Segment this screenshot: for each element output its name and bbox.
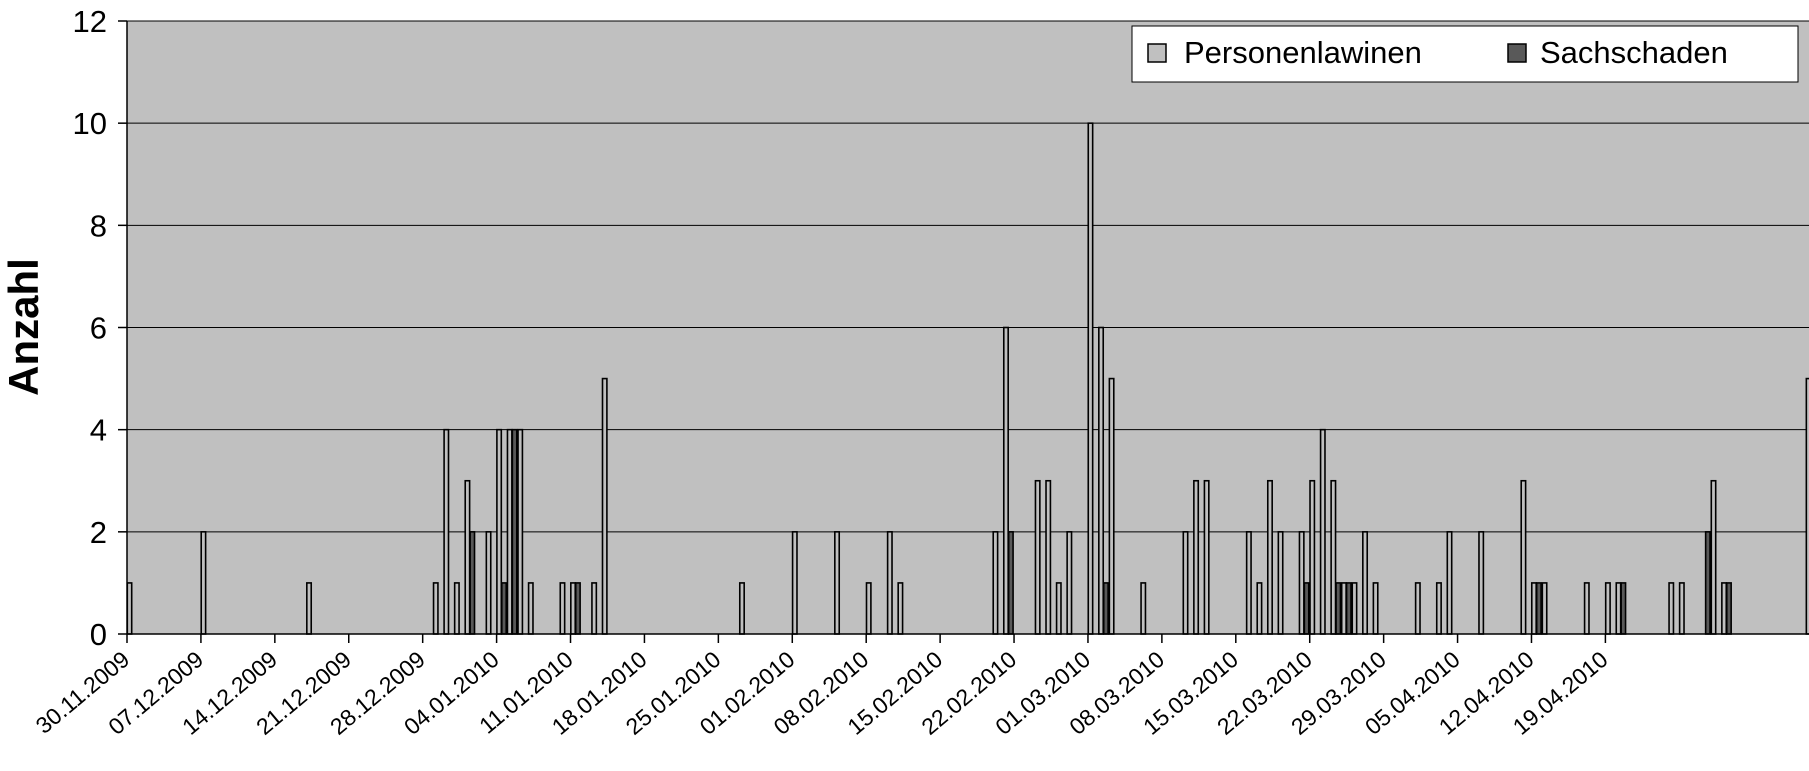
bar-personenlawinen <box>1193 479 1200 635</box>
bar-personenlawinen <box>1182 531 1189 635</box>
bar-personenlawinen <box>1277 531 1284 635</box>
bar-personenlawinen <box>1256 582 1263 635</box>
bar-personenlawinen <box>1140 582 1147 635</box>
bar-personenlawinen <box>601 377 608 635</box>
legend: Personenlawinen Sachschaden <box>1131 25 1799 83</box>
bars <box>126 122 1809 635</box>
bar-personenlawinen <box>1615 582 1622 635</box>
bar-sachschaden <box>1704 531 1711 635</box>
y-tick-label: 8 <box>90 208 107 243</box>
y-tick-label: 10 <box>73 106 107 141</box>
bar-personenlawinen <box>464 479 471 635</box>
bar-personenlawinen <box>517 428 524 635</box>
bar-personenlawinen <box>1710 479 1717 635</box>
bar-personenlawinen <box>1298 531 1305 635</box>
y-tick-label: 6 <box>90 311 107 346</box>
bar-personenlawinen <box>1108 377 1115 635</box>
bar-sachschaden <box>1535 582 1542 635</box>
bar-personenlawinen <box>1034 479 1041 635</box>
bar-personenlawinen <box>1583 582 1590 635</box>
bar-personenlawinen <box>306 582 313 635</box>
bar-personenlawinen <box>1520 479 1527 635</box>
y-tick-label: 4 <box>90 413 107 448</box>
gridlines <box>127 20 1809 533</box>
y-tick-label: 0 <box>90 617 107 652</box>
bar-personenlawinen <box>1351 582 1358 635</box>
bar-personenlawinen <box>1530 582 1537 635</box>
bar-personenlawinen <box>1604 582 1611 635</box>
bar-personenlawinen <box>1435 582 1442 635</box>
bar-personenlawinen <box>453 582 460 635</box>
bar-personenlawinen <box>200 531 207 635</box>
bar-personenlawinen <box>1362 531 1369 635</box>
y-axis-label: Anzahl <box>0 258 47 396</box>
bar-sachschaden <box>1335 582 1342 635</box>
y-tick-labels: 0 2 4 6 8 10 12 <box>73 4 127 652</box>
bar-personenlawinen <box>1330 479 1337 635</box>
bar-sachschaden <box>1725 582 1732 635</box>
bar-personenlawinen <box>527 582 534 635</box>
bar-personenlawinen <box>897 582 904 635</box>
bar-personenlawinen <box>1721 582 1728 635</box>
bar-personenlawinen <box>1668 582 1675 635</box>
legend-label-personenlawinen: Personenlawinen <box>1184 35 1422 70</box>
bar-personenlawinen <box>1319 428 1326 635</box>
bar-personenlawinen <box>1541 582 1548 635</box>
bar-sachschaden <box>511 428 518 635</box>
bar-personenlawinen <box>1478 531 1485 635</box>
bar-personenlawinen <box>886 531 893 635</box>
bar-personenlawinen <box>1266 479 1273 635</box>
bar-personenlawinen <box>1045 479 1052 635</box>
bar-personenlawinen <box>738 582 745 635</box>
bar-personenlawinen <box>1066 531 1073 635</box>
bar-personenlawinen <box>559 582 566 635</box>
legend-swatch-sachschaden <box>1507 43 1527 63</box>
bar-personenlawinen <box>1087 122 1094 635</box>
legend-box <box>1131 25 1799 83</box>
bar-personenlawinen <box>791 531 798 635</box>
bar-personenlawinen <box>591 582 598 635</box>
bar-personenlawinen <box>1245 531 1252 635</box>
x-tick-labels: 30.11.200907.12.200914.12.200921.12.2009… <box>31 634 1613 740</box>
bar-personenlawinen <box>1098 326 1105 635</box>
bar-personenlawinen <box>1309 479 1316 635</box>
y-tick-label: 2 <box>90 515 107 550</box>
bar-personenlawinen <box>1340 582 1347 635</box>
bar-personenlawinen <box>485 531 492 635</box>
bar-personenlawinen <box>496 428 503 635</box>
bar-personenlawinen <box>1446 531 1453 635</box>
bar-sachschaden <box>1102 582 1109 635</box>
legend-swatch-personenlawinen <box>1147 43 1167 63</box>
bar-sachschaden <box>500 582 507 635</box>
bar-personenlawinen <box>506 428 513 635</box>
bar-personenlawinen <box>992 531 999 635</box>
bar-personenlawinen <box>1055 582 1062 635</box>
bar-personenlawinen <box>1002 326 1009 635</box>
bar-personenlawinen <box>1372 582 1379 635</box>
bar-personenlawinen <box>443 428 450 635</box>
bar-personenlawinen <box>1203 479 1210 635</box>
bar-personenlawinen <box>865 582 872 635</box>
bar-sachschaden <box>1007 531 1014 635</box>
bar-sachschaden <box>1345 582 1352 635</box>
bar-sachschaden <box>1620 582 1627 635</box>
legend-label-sachschaden: Sachschaden <box>1540 35 1728 70</box>
bar-personenlawinen <box>570 582 577 635</box>
bar-personenlawinen <box>834 531 841 635</box>
bar-personenlawinen <box>1414 582 1421 635</box>
bar-personenlawinen <box>432 582 439 635</box>
bar-personenlawinen <box>126 582 133 635</box>
bar-sachschaden <box>574 582 581 635</box>
bar-personenlawinen <box>1678 582 1685 635</box>
bar-sachschaden <box>1303 582 1310 635</box>
bar-sachschaden <box>469 531 476 635</box>
y-tick-label: 12 <box>73 4 107 39</box>
